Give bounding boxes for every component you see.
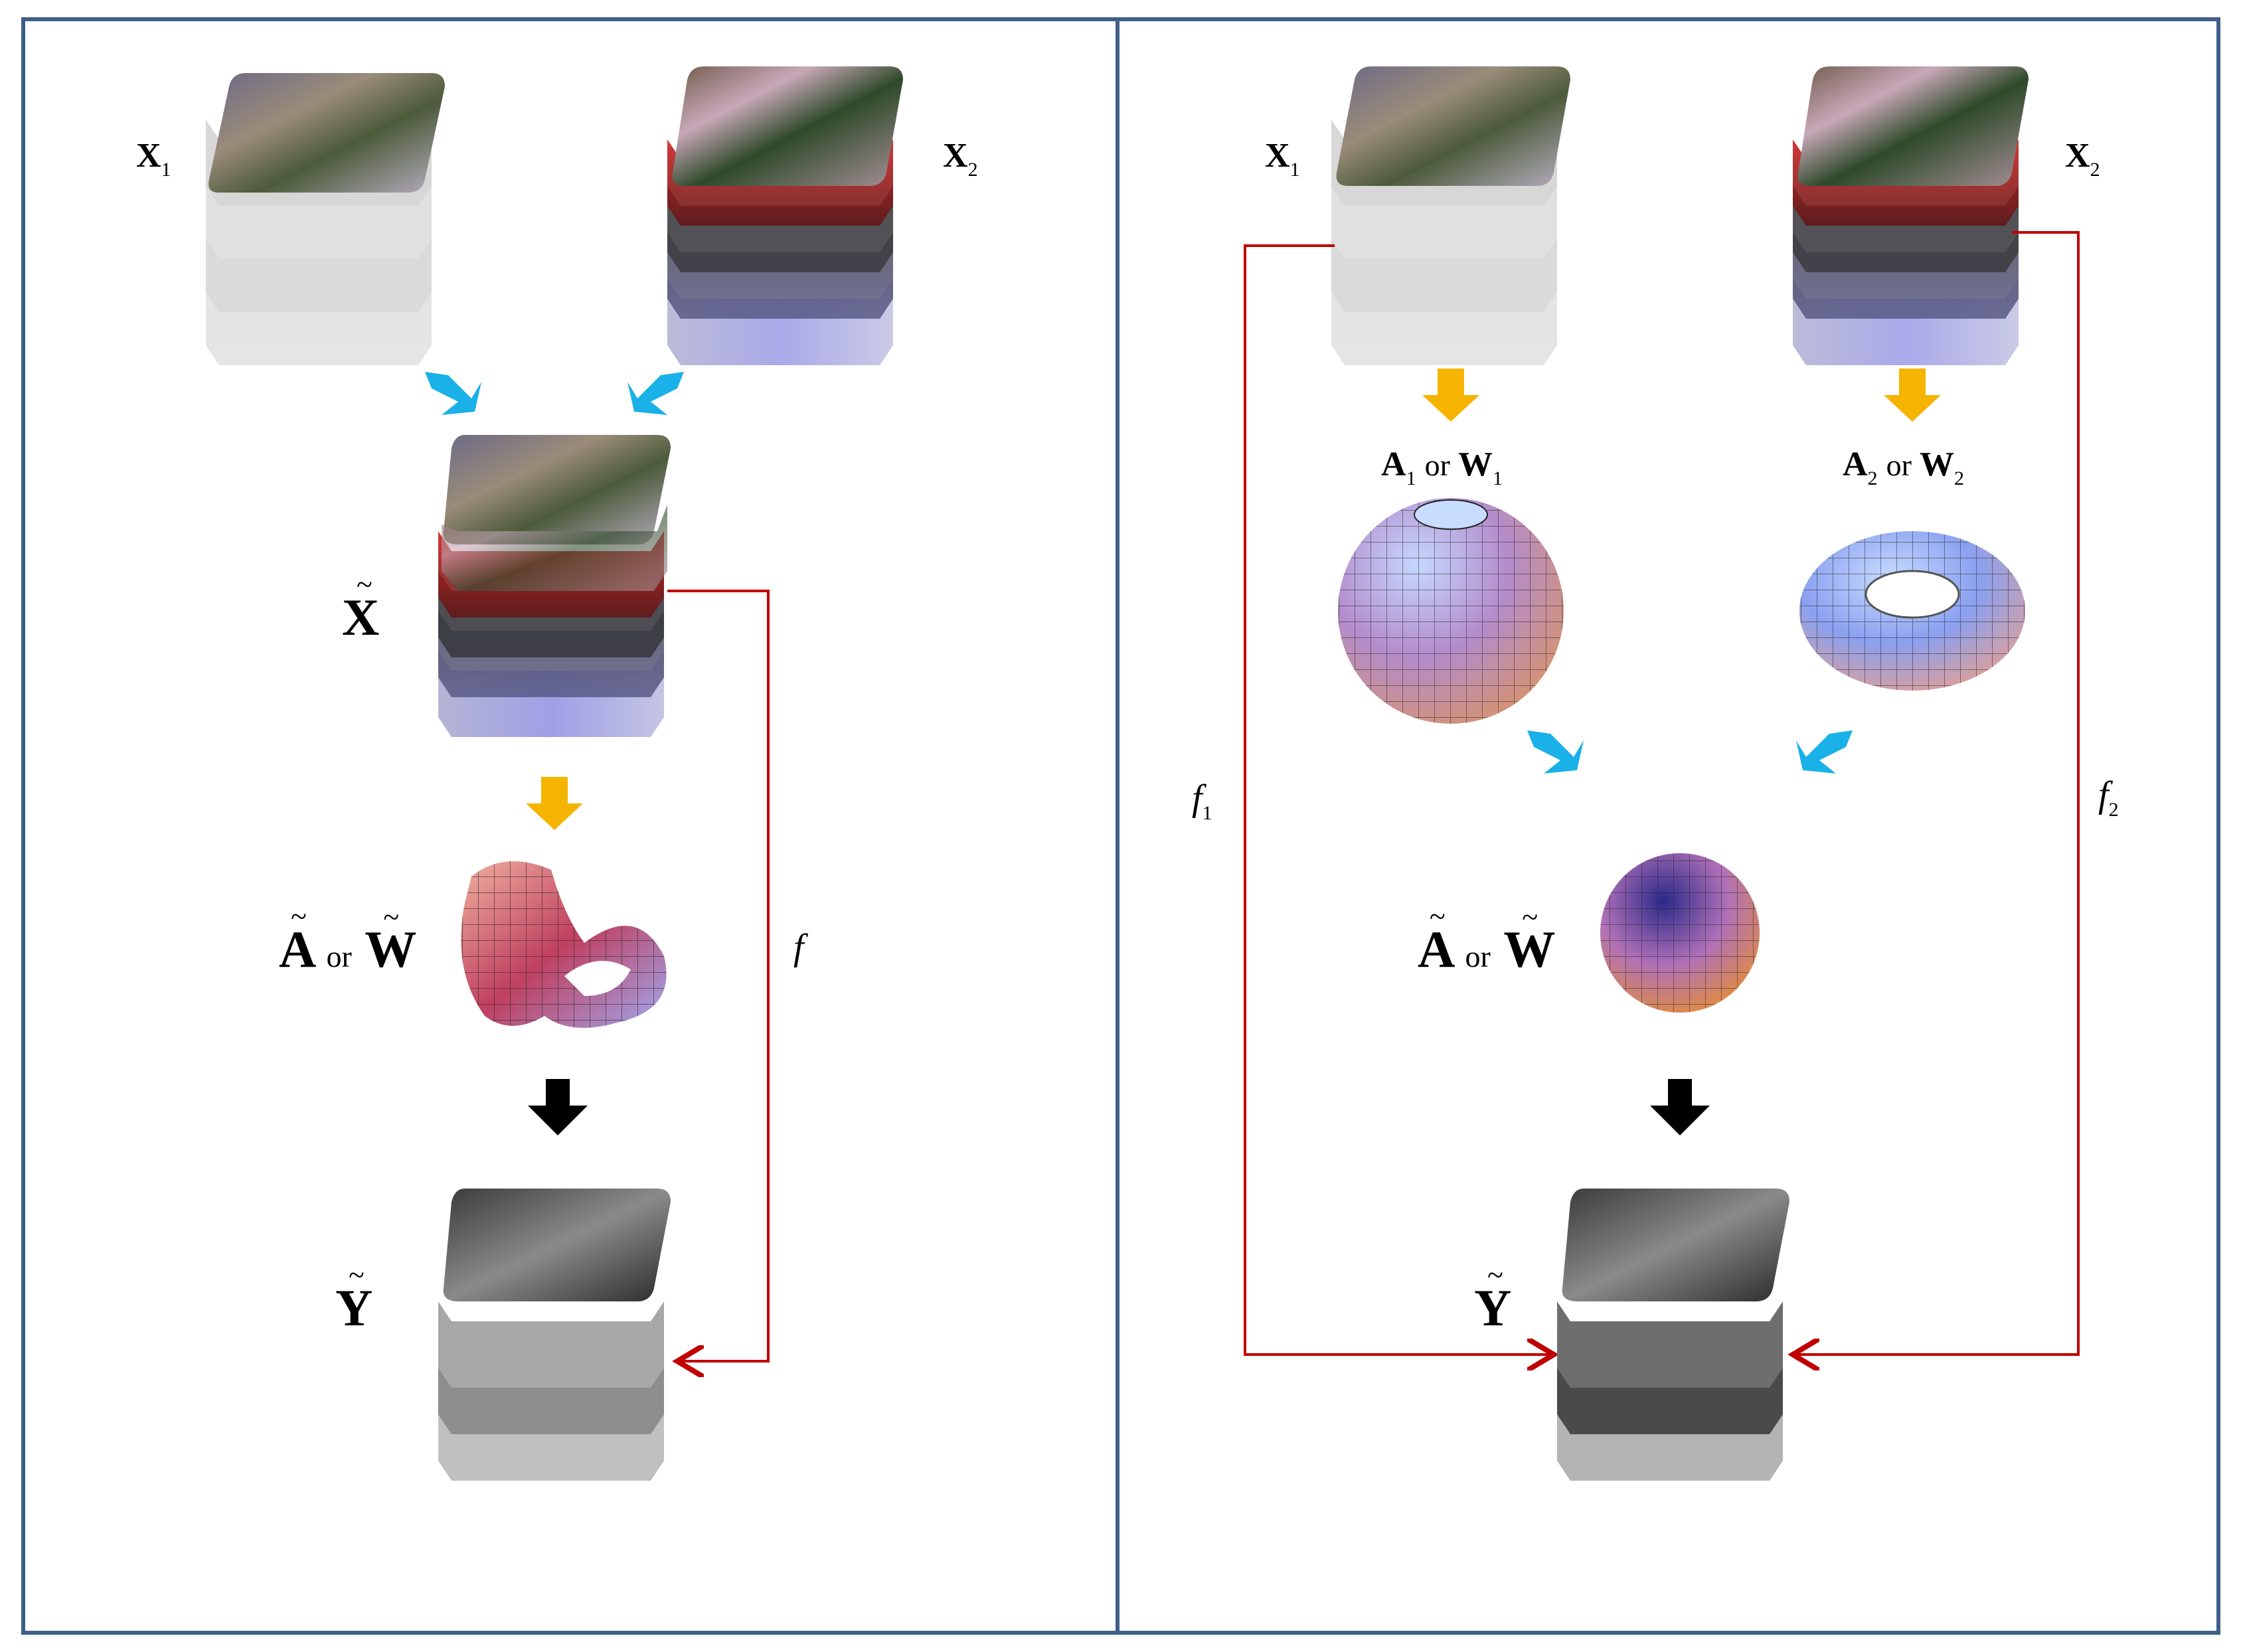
sphere-icon (1338, 498, 1564, 724)
blue-arrow-icon (425, 372, 684, 415)
a2-or-w2-label: A2 or W2 (1843, 446, 1964, 489)
mapping-f2-label: f2 (2098, 774, 2119, 821)
y-tilde-label: ~ Y (335, 1259, 373, 1337)
tilde-mark: ~ (291, 900, 307, 933)
yellow-arrow-icon (1884, 369, 1941, 422)
tilde-mark: ~ (1522, 901, 1538, 934)
y-tilde-image-stack-icon (438, 1189, 671, 1481)
x2-image-stack-icon (1793, 66, 2029, 365)
x-tilde-label: ~ X (342, 568, 380, 646)
mapping-f-label: f (793, 927, 804, 968)
x1-image-stack-icon (1331, 66, 1570, 365)
tilde-mark: ~ (1487, 1259, 1503, 1291)
tilde-mark: ~ (349, 1259, 365, 1291)
y-tilde-label: ~ Y (1474, 1259, 1512, 1337)
a1-or-w1-label: A1 or W1 (1381, 446, 1503, 489)
x-tilde-image-stack-icon (438, 435, 671, 737)
tilde-mark: ~ (357, 568, 373, 601)
x2-label: X2 (2065, 137, 2100, 181)
mapping-f2-line (1793, 231, 2080, 1355)
manifold-surface-icon (461, 861, 667, 1028)
blue-arrow-icon (1527, 730, 1853, 774)
x1-label: X1 (1265, 137, 1300, 181)
panel-divider (1116, 17, 1120, 1635)
diagram-frame (21, 17, 2220, 1635)
combined-manifold-icon (1600, 853, 1760, 1013)
mapping-f1-line (1244, 244, 1554, 1355)
tilde-mark: ~ (1430, 900, 1446, 933)
a-or-w-label: ~ A or ~ W (279, 900, 417, 978)
x2-label: X2 (943, 137, 978, 181)
tilde-mark: ~ (383, 901, 400, 934)
x1-label: X1 (136, 137, 171, 181)
x1-image-stack-icon (206, 73, 445, 365)
a-or-w-label: ~ A or ~ W (1418, 900, 1556, 978)
black-arrow-icon (1650, 1079, 1710, 1135)
y-tilde-image-stack-icon (1557, 1189, 1789, 1481)
yellow-arrow-icon (526, 777, 583, 830)
black-arrow-icon (528, 1079, 588, 1135)
mapping-f1-label: f1 (1192, 778, 1212, 824)
x2-image-stack-icon (667, 66, 903, 365)
yellow-arrow-icon (1422, 369, 1479, 422)
mapping-f-line (667, 590, 770, 1361)
torus-icon (1799, 531, 2025, 691)
